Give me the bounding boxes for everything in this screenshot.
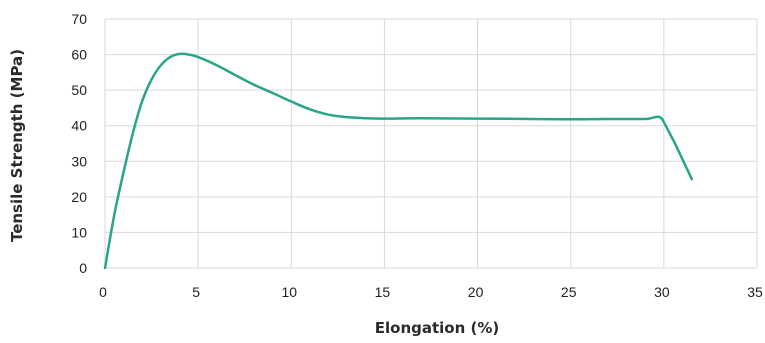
y-tick-label: 0 (79, 260, 87, 276)
grid (104, 18, 758, 269)
y-tick-label: 20 (71, 189, 87, 205)
y-tick-label: 60 (71, 47, 87, 63)
x-tick-label: 0 (99, 284, 107, 300)
series-layer (103, 52, 694, 270)
x-axis-ticks: 0 5 10 15 20 25 30 35 (99, 284, 763, 300)
y-tick-label: 50 (71, 82, 87, 98)
y-tick-label: 70 (71, 11, 87, 27)
x-tick-label: 5 (192, 284, 200, 300)
series-line-0 (103, 52, 694, 270)
x-tick-label: 20 (468, 284, 484, 300)
y-tick-label: 40 (71, 118, 87, 134)
x-tick-label: 35 (747, 284, 763, 300)
x-tick-label: 25 (561, 284, 577, 300)
x-tick-label: 30 (654, 284, 670, 300)
y-tick-label: 10 (71, 224, 87, 240)
x-axis-title: Elongation (%) (375, 319, 500, 337)
y-axis-title: Tensile Strength (MPa) (8, 49, 26, 242)
y-axis-ticks: 0 10 20 30 40 50 60 70 (71, 11, 87, 276)
y-tick-label: 30 (71, 153, 87, 169)
x-tick-label: 10 (281, 284, 297, 300)
x-tick-label: 15 (375, 284, 391, 300)
